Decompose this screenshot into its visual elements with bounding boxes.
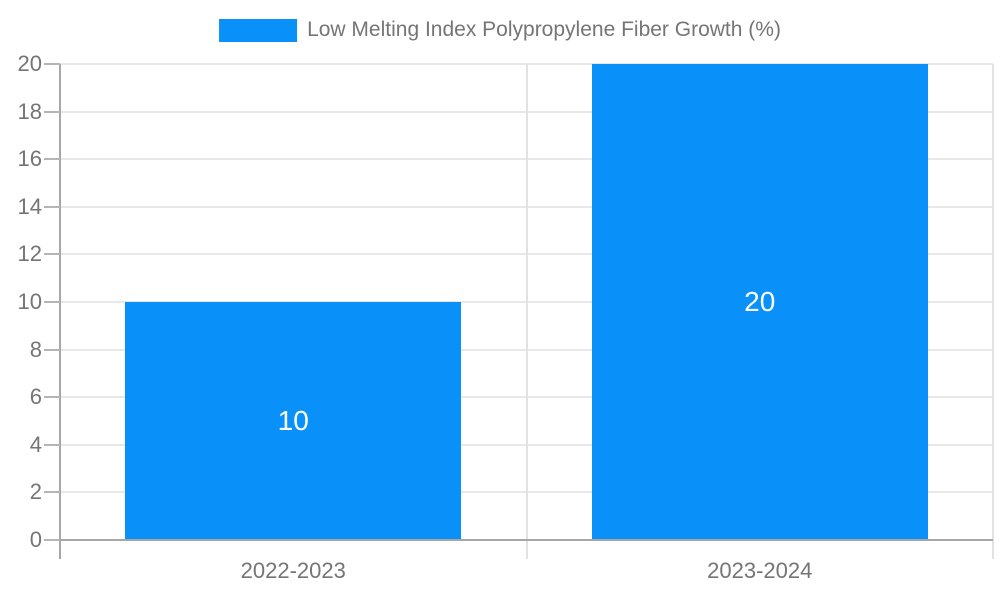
y-tick-mark [44,63,60,65]
y-tick-label: 2 [29,479,42,505]
x-category-label: 2022-2023 [240,558,346,583]
bar[interactable]: 10 [125,302,462,540]
y-tick-label: 14 [17,193,42,219]
y-tick-label: 4 [29,431,42,457]
y-tick-mark [44,205,60,208]
legend-swatch-icon [219,18,298,42]
bar[interactable]: 20 [591,64,928,540]
y-tick-label: 12 [17,241,42,267]
y-axis-line [59,64,61,559]
y-tick-label: 8 [29,336,42,362]
y-tick-label: 18 [17,98,42,124]
y-tick-label: 0 [29,527,42,552]
category-divider-line [525,64,528,559]
legend-item[interactable]: Low Melting Index Polypropylene Fiber Gr… [219,18,781,42]
y-tick-mark [44,443,60,446]
y-tick-mark [44,539,60,541]
plot-area: 10 20 [59,63,994,559]
bar-value-label: 10 [277,405,309,436]
x-category-label: 2023-2024 [707,558,813,583]
legend-label: Low Melting Index Polypropylene Fiber Gr… [307,18,781,41]
bar-value-label: 20 [744,286,776,317]
y-tick-label: 6 [29,384,42,410]
y-tick-label: 10 [17,289,42,314]
y-tick-label: 16 [17,146,42,172]
plot-right-border [992,64,994,559]
y-tick-mark [44,110,60,113]
y-tick-mark [44,158,60,161]
y-tick-mark [44,348,60,351]
y-tick-label: 20 [17,51,42,76]
y-tick-mark [44,253,60,256]
y-tick-mark [44,396,60,399]
y-tick-mark [44,301,60,303]
y-tick-mark [44,491,60,494]
